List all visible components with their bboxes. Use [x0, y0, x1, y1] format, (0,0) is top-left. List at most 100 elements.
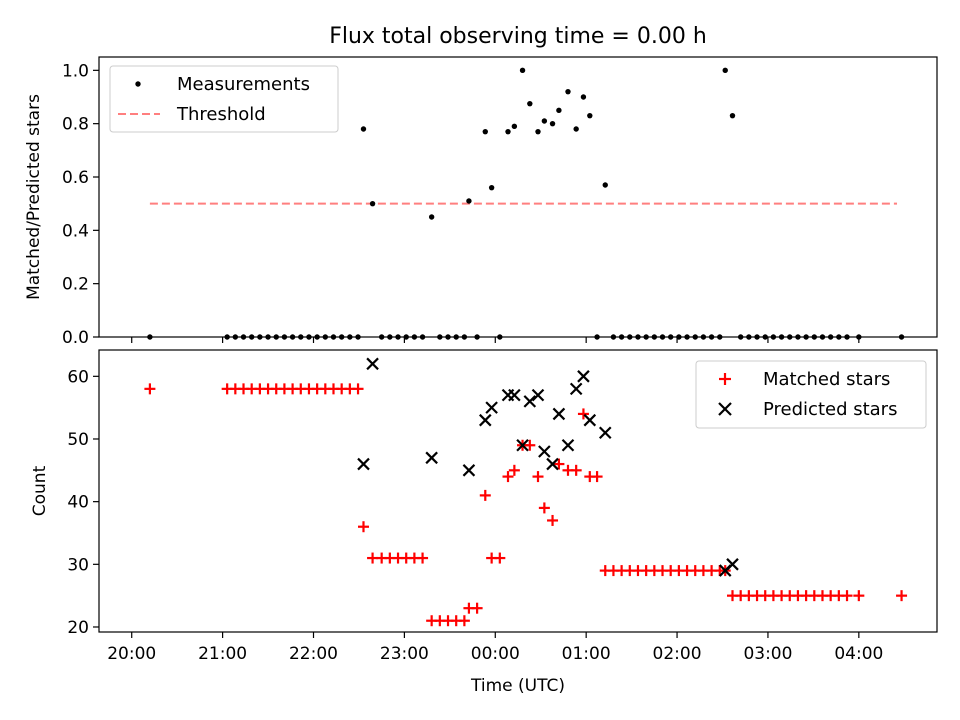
- bottom-y-tick-label: 50: [67, 430, 89, 450]
- matched-star-point: [532, 471, 544, 483]
- matched-star-point: [577, 408, 589, 420]
- predicted-star-point: [561, 438, 575, 452]
- predicted-star-point: [726, 558, 739, 571]
- bottom-legend: Matched stars Predicted stars: [695, 360, 927, 429]
- bottom-y-tick-label: 40: [67, 493, 89, 513]
- top-panel: 0.0 0.2 0.4 0.6 0.8 1.0 Matched/Predicted sta…: [24, 56, 938, 348]
- matched-star-point: [471, 602, 483, 614]
- x-tick-label: 03:00: [743, 644, 792, 664]
- predicted-star-point: [598, 426, 612, 439]
- measurement-point: [535, 128, 541, 135]
- predicted-star-point: [425, 451, 438, 465]
- measurement-point: [466, 198, 472, 204]
- matched-star-point: [570, 464, 582, 476]
- bottom-panel: 20 30 40 50 60 20:00 21:00 22:00 23:00 00:00 01:0…: [30, 349, 938, 664]
- measurement-point: [541, 118, 548, 124]
- measurement-point: [587, 112, 593, 119]
- matched-star-point: [853, 590, 865, 602]
- top-panel-marks: [147, 67, 905, 340]
- measurement-point: [519, 67, 526, 74]
- bottom-y-tick-label: 30: [67, 555, 89, 575]
- legend-predicted-stars-label: Predicted stars: [763, 399, 897, 420]
- matched-star-point: [494, 552, 506, 564]
- x-tick-label: 01:00: [562, 644, 611, 664]
- predicted-star-point: [523, 395, 537, 408]
- top-y-tick-label: 0.4: [62, 221, 89, 241]
- measurement-point: [369, 200, 376, 207]
- top-axes-frame: [98, 56, 938, 338]
- predicted-star-point: [508, 388, 521, 402]
- matched-star-point: [502, 471, 514, 483]
- measurement-point: [580, 94, 587, 100]
- matched-star-point: [591, 471, 603, 483]
- predicted-star-point: [538, 445, 551, 458]
- legend-predicted-stars-marker: [718, 402, 732, 416]
- predicted-star-point: [357, 457, 370, 471]
- measurement-point: [428, 214, 435, 220]
- matched-star-point: [524, 439, 536, 451]
- bottom-panel-marks: [144, 357, 908, 627]
- matched-star-point: [841, 590, 853, 602]
- measurement-point: [729, 112, 736, 119]
- matched-star-point: [357, 521, 369, 533]
- measurement-point: [556, 107, 562, 114]
- measurement-point: [488, 184, 495, 191]
- measurement-point: [527, 100, 533, 107]
- x-tick-label: 04:00: [834, 644, 883, 664]
- measurement-point: [549, 120, 556, 127]
- matched-star-point: [538, 502, 550, 514]
- predicted-star-point: [583, 413, 597, 427]
- matched-star-point: [896, 590, 908, 602]
- predicted-star-point: [485, 401, 498, 414]
- matched-star-point: [553, 458, 565, 470]
- predicted-star-point: [577, 370, 590, 383]
- top-y-ticks: 0.0 0.2 0.4 0.6 0.8 1.0: [62, 61, 99, 348]
- legend-threshold-label: Threshold: [176, 104, 266, 125]
- x-tick-label: 22:00: [289, 644, 338, 664]
- bottom-y-axis-label: Count: [30, 465, 50, 516]
- bottom-legend-box: [695, 360, 927, 429]
- measurement-point: [565, 88, 571, 95]
- chart-title: Flux total observing time = 0.00 h: [329, 24, 707, 49]
- measurement-point: [360, 126, 367, 132]
- predicted-star-point: [531, 388, 545, 402]
- top-y-tick-label: 0.0: [62, 328, 89, 348]
- measurement-point: [573, 126, 579, 132]
- matched-star-point: [479, 489, 491, 501]
- legend-measurements-label: Measurements: [177, 74, 310, 95]
- bottom-y-tick-label: 60: [67, 367, 89, 387]
- matched-star-point: [417, 552, 429, 564]
- top-legend: Measurements Threshold: [109, 65, 339, 133]
- bottom-x-ticks: 20:00 21:00 22:00 23:00 00:00 01:00 02:00 03:00…: [107, 632, 883, 664]
- top-y-axis-label: Matched/Predicted stars: [24, 94, 44, 300]
- top-y-tick-label: 0.6: [62, 168, 89, 188]
- measurement-point: [722, 67, 728, 74]
- x-axis-label: Time (UTC): [470, 676, 565, 696]
- predicted-star-point: [516, 438, 529, 452]
- measurement-point: [511, 123, 518, 130]
- matched-star-point: [352, 383, 364, 395]
- predicted-star-point: [479, 413, 492, 427]
- top-y-tick-label: 0.8: [62, 115, 89, 135]
- x-tick-label: 23:00: [380, 644, 429, 664]
- x-tick-label: 00:00: [471, 644, 520, 664]
- predicted-star-point: [569, 382, 583, 396]
- measurement-point: [505, 128, 511, 135]
- bottom-y-tick-label: 20: [67, 618, 89, 638]
- legend-matched-stars-label: Matched stars: [763, 369, 890, 390]
- x-tick-label: 02:00: [653, 644, 702, 664]
- top-y-tick-label: 0.2: [62, 275, 89, 295]
- top-legend-box: [109, 65, 339, 133]
- predicted-star-point: [366, 357, 379, 371]
- legend-matched-stars-marker: [719, 373, 731, 385]
- top-x-ticks: [131, 337, 860, 343]
- matched-star-point: [508, 464, 520, 476]
- matched-star-point: [547, 514, 559, 526]
- predicted-star-point: [546, 457, 559, 471]
- measurement-point: [602, 182, 608, 188]
- predicted-star-point: [462, 464, 476, 477]
- measurement-point: [482, 128, 488, 135]
- top-y-tick-label: 1.0: [62, 61, 89, 81]
- x-tick-label: 20:00: [107, 644, 156, 664]
